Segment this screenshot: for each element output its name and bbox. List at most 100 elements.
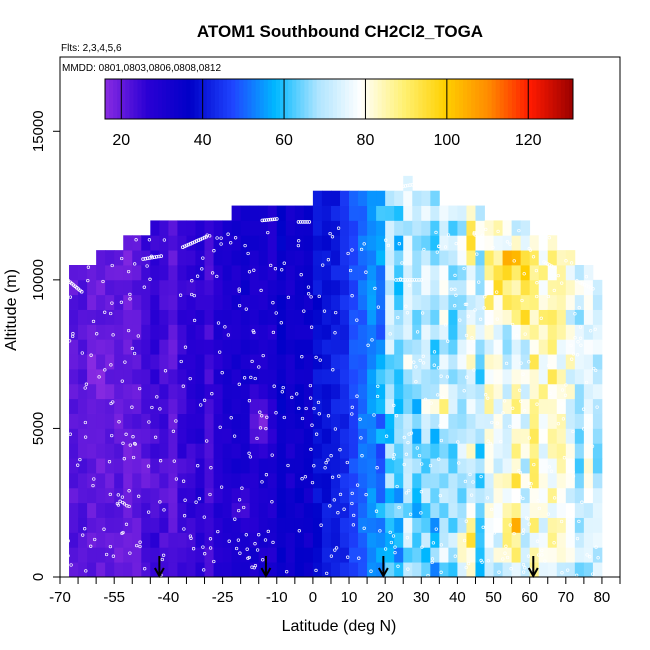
heat-cell — [583, 562, 594, 578]
heat-cell — [213, 502, 223, 518]
heat-cell — [240, 458, 251, 474]
sample-point — [396, 564, 400, 568]
heat-cell — [367, 309, 377, 325]
heat-cell — [159, 279, 169, 296]
heat-cell — [105, 354, 115, 370]
heat-cell — [312, 205, 323, 221]
sample-point — [406, 440, 410, 445]
sample-point — [581, 407, 586, 411]
heat-cell — [276, 250, 287, 266]
sample-point — [137, 494, 141, 498]
heat-cell — [421, 473, 431, 489]
sample-point — [286, 463, 290, 468]
heat-cell — [69, 562, 79, 578]
heat-cell — [583, 398, 594, 414]
heat-cell — [249, 398, 260, 414]
sample-point — [338, 448, 342, 452]
heat-cell — [367, 398, 377, 414]
sample-point — [280, 268, 284, 272]
colorbar-swatch — [161, 79, 167, 119]
heat-cell — [484, 383, 494, 400]
heat-cell — [321, 487, 332, 504]
heat-cell — [258, 220, 269, 236]
heat-cell — [394, 205, 404, 221]
sample-point — [146, 510, 151, 514]
sample-point — [518, 388, 522, 392]
heat-cell — [303, 354, 314, 370]
heat-cell — [493, 517, 503, 533]
heat-cell — [330, 279, 341, 296]
sample-point — [480, 233, 484, 237]
heat-cell — [222, 339, 233, 355]
heat-cell — [466, 502, 476, 518]
sample-point — [434, 230, 438, 235]
colorbar-swatch — [398, 79, 403, 119]
heat-cell — [421, 517, 431, 533]
heat-cell — [240, 398, 251, 414]
heat-cell — [150, 339, 160, 355]
heat-cell — [204, 265, 214, 281]
heat-cell — [141, 235, 151, 251]
heat-cell — [231, 458, 242, 474]
heat-cell — [484, 339, 494, 355]
heat-cell — [168, 547, 178, 563]
sample-point — [567, 520, 572, 524]
heat-cell — [168, 473, 178, 489]
heat-cell — [276, 547, 287, 563]
sample-point — [345, 460, 349, 465]
heat-cell — [394, 502, 404, 518]
heat-cell — [349, 547, 359, 563]
sample-point — [535, 294, 539, 299]
heat-cell — [78, 354, 88, 370]
heat-cell — [592, 398, 603, 414]
heat-cell — [249, 532, 260, 548]
sample-point — [226, 232, 230, 236]
sample-point — [388, 530, 392, 535]
heat-cell — [141, 279, 151, 296]
sample-point — [300, 477, 304, 481]
heat-cell — [475, 339, 485, 355]
heat-cell — [267, 265, 278, 281]
heat-cell — [303, 383, 314, 400]
heat-cell — [448, 458, 458, 474]
heat-cell — [186, 547, 196, 563]
heat-cell — [493, 309, 503, 325]
colorbar-swatch — [121, 79, 126, 119]
heat-cell — [168, 443, 178, 459]
sample-point — [126, 269, 131, 274]
heat-cell — [186, 250, 196, 266]
heat-cell — [195, 324, 205, 340]
heat-cell — [213, 339, 223, 355]
heat-cell — [556, 354, 567, 370]
sample-point — [252, 268, 256, 272]
heat-cell — [285, 398, 296, 414]
sample-point — [536, 499, 540, 503]
heat-cell — [385, 324, 395, 340]
sample-point — [360, 454, 364, 458]
heat-cell — [321, 398, 332, 414]
sample-point — [519, 399, 523, 403]
sample-point — [265, 415, 269, 419]
colorbar-swatch — [304, 79, 309, 119]
heat-cell — [312, 190, 323, 206]
heat-cell — [78, 369, 88, 385]
heat-cell — [222, 413, 233, 429]
heat-cell — [475, 413, 485, 429]
heat-cell — [484, 398, 494, 414]
sample-point — [412, 360, 416, 364]
heat-cell — [520, 250, 531, 266]
heat-cell — [547, 532, 558, 548]
heat-cell — [376, 190, 386, 206]
heat-cell — [394, 265, 404, 281]
heat-cell — [412, 517, 422, 533]
heat-cell — [349, 309, 359, 325]
heat-cell — [556, 279, 567, 296]
heat-cell — [340, 190, 350, 206]
sample-point — [251, 329, 255, 333]
heat-cell — [475, 235, 485, 251]
heat-cell — [78, 309, 88, 325]
heat-cell — [267, 294, 278, 310]
sample-point — [84, 382, 89, 386]
heat-cell — [367, 517, 377, 533]
heat-cell — [123, 383, 133, 400]
